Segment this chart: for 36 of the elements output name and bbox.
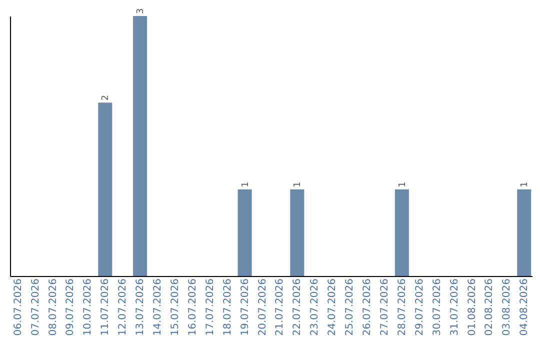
x-tick-label: 24.07.2026	[327, 278, 338, 336]
x-tick-label: 26.07.2026	[362, 278, 374, 336]
x-tick-label: 06.07.2026	[12, 278, 24, 336]
x-tick-label: 08.07.2026	[48, 278, 59, 336]
data-label: 3	[136, 8, 146, 14]
x-tick-label: 17.07.2026	[204, 278, 216, 336]
data-label: 1	[520, 182, 530, 188]
data-label: 1	[240, 182, 251, 188]
x-tick-label: 22.07.2026	[292, 278, 304, 336]
x-tick-label: 02.08.2026	[484, 278, 496, 336]
x-tick-label: 10.07.2026	[82, 278, 94, 336]
x-tick-label: 25.07.2026	[344, 278, 356, 336]
x-tick-label: 09.07.2026	[65, 278, 76, 336]
x-tick-label: 16.07.2026	[187, 278, 198, 336]
x-tick-label: 19.07.2026	[240, 278, 251, 336]
x-tick-label: 07.07.2026	[30, 278, 42, 336]
data-label: 2	[101, 94, 112, 101]
data-label: 1	[293, 182, 304, 188]
x-tick-label: 23.07.2026	[310, 278, 321, 336]
x-tick-label: 31.07.2026	[449, 278, 460, 336]
x-tick-label: 01.08.2026	[466, 278, 478, 336]
data-label: 1	[398, 182, 408, 188]
x-tick-label: 20.07.2026	[257, 278, 268, 336]
x-tick-label: 28.07.2026	[396, 278, 408, 336]
x-tick-label: 15.07.2026	[170, 278, 181, 336]
x-tick-label: 27.07.2026	[379, 278, 390, 336]
x-tick-label: 12.07.2026	[118, 278, 129, 336]
x-tick-label: 29.07.2026	[414, 278, 426, 336]
x-tick-label: 14.07.2026	[152, 278, 164, 336]
x-tick-label: 21.07.2026	[274, 278, 286, 336]
x-tick-label: 30.07.2026	[432, 278, 443, 336]
x-tick-label: 11.07.2026	[100, 278, 112, 336]
x-tick-label: 13.07.2026	[135, 278, 146, 336]
x-tick-label: 04.08.2026	[519, 278, 530, 336]
x-tick-label: 18.07.2026	[222, 278, 234, 336]
x-tick-label: 03.08.2026	[502, 278, 513, 336]
